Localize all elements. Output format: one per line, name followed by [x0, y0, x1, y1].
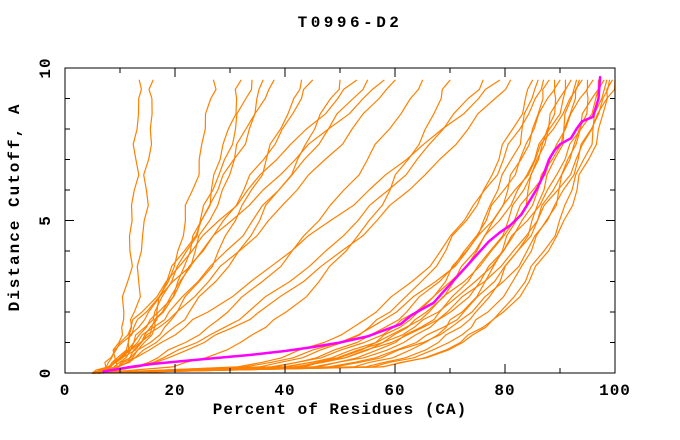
prediction-curve — [91, 79, 605, 374]
prediction-curve — [102, 79, 501, 374]
prediction-curve — [97, 79, 303, 374]
prediction-curve — [102, 79, 275, 374]
highlighted-curve — [102, 75, 602, 373]
x-tick-label: 60 — [384, 382, 405, 400]
prediction-curve — [97, 79, 369, 374]
prediction-curve — [97, 79, 545, 374]
prediction-curve — [91, 79, 613, 374]
prediction-curve — [91, 79, 539, 374]
x-tick-label: 100 — [599, 382, 631, 400]
prediction-curves — [91, 79, 616, 374]
prediction-curve — [91, 79, 142, 374]
y-tick-label: 0 — [37, 368, 55, 379]
prediction-curve — [97, 79, 396, 374]
prediction-curve — [91, 79, 580, 374]
tick-marks — [64, 67, 616, 374]
x-tick-label: 20 — [164, 382, 185, 400]
chart-title: T0996-D2 — [298, 14, 403, 32]
y-tick-label: 5 — [37, 215, 55, 226]
prediction-curve — [91, 79, 253, 374]
prediction-curve — [97, 79, 600, 374]
prediction-curve — [97, 79, 616, 374]
prediction-curve — [97, 79, 512, 374]
prediction-curve — [97, 79, 451, 374]
prediction-curve — [102, 79, 314, 374]
prediction-curve — [97, 79, 264, 374]
prediction-curve — [97, 79, 611, 374]
x-axis-label: Percent of Residues (CA) — [213, 401, 467, 419]
tick-labels: 0 20 40 60 80 100 0 5 10 — [37, 57, 631, 400]
y-axis-label: Distance Cutoff, A — [6, 103, 24, 312]
x-tick-label: 80 — [494, 382, 515, 400]
y-tick-label: 10 — [37, 57, 55, 78]
prediction-curve — [102, 79, 424, 374]
prediction-curve — [97, 79, 242, 374]
prediction-curve — [102, 79, 385, 374]
x-tick-label: 40 — [274, 382, 295, 400]
prediction-curve — [97, 79, 589, 374]
highlighted-model-curve — [102, 75, 602, 373]
prediction-curve — [91, 79, 534, 374]
prediction-curve — [91, 79, 217, 374]
x-tick-label: 0 — [60, 382, 71, 400]
prediction-curve — [97, 79, 608, 374]
prediction-curve — [97, 79, 567, 374]
prediction-curve — [97, 79, 578, 374]
prediction-curve — [97, 79, 484, 374]
prediction-curve — [91, 79, 341, 374]
prediction-curve — [97, 79, 556, 374]
prediction-curve — [91, 79, 583, 374]
